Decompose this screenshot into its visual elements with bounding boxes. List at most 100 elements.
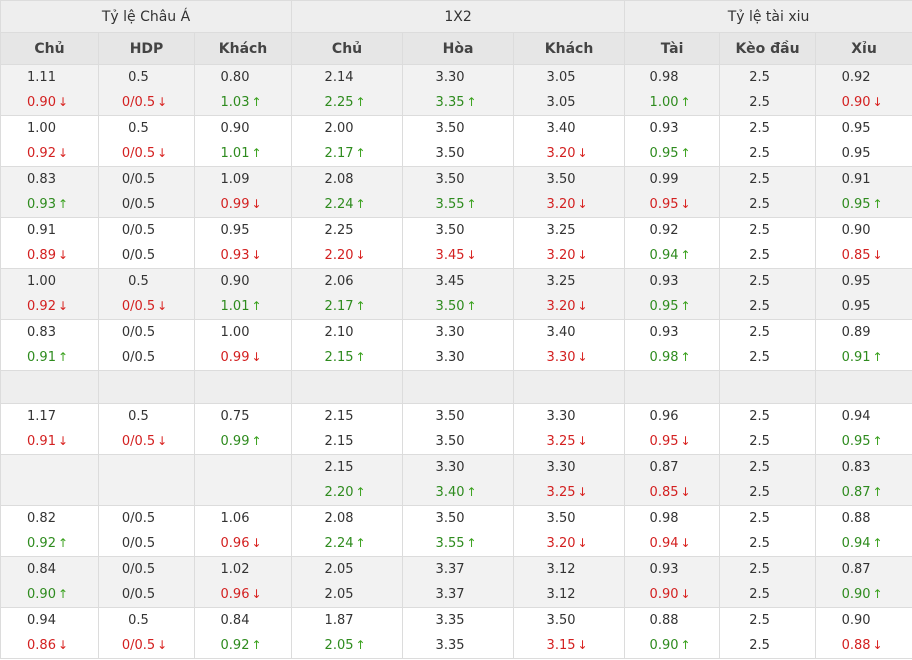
current-odds: 0.93 ↑ xyxy=(1,192,98,217)
current-odds: 0.85 ↓ xyxy=(625,480,719,505)
opening-odds: 0.80↑ xyxy=(220,70,250,85)
opening-odds: 2.5↑ xyxy=(749,460,770,475)
arrow-down-icon: ↓ xyxy=(57,95,69,109)
arrow-down-icon: ↓ xyxy=(251,536,262,550)
arrow-down-icon: ↓ xyxy=(577,248,588,262)
odds-cell: 3.50↑ 3.55↑ xyxy=(402,505,515,557)
odds-cell: 2.5↑ 2.5↑ xyxy=(719,268,817,320)
current-odds: 1.01 ↑ xyxy=(195,294,291,319)
current-odds: 1.03 ↑ xyxy=(195,90,291,115)
odds-cell: 0.89↑ 0.91↑ xyxy=(815,319,912,371)
arrow-up-icon: ↑ xyxy=(355,146,366,160)
odds-cell: 0/0.5↑ 0/0.5↑ xyxy=(98,505,195,557)
opening-odds: 2.5↑ xyxy=(749,562,770,577)
odds-cell: 3.40↑ 3.20↓ xyxy=(513,115,626,167)
current-odds: 1.01 ↑ xyxy=(195,141,291,166)
opening-odds: 0.5↑ xyxy=(128,613,149,628)
opening-odds: 3.50↑ xyxy=(546,511,576,526)
odds-cell: 3.30↑ 3.25↓ xyxy=(513,454,626,506)
current-odds-value: 0.93 xyxy=(220,248,250,263)
current-odds: 3.30↑ xyxy=(403,345,513,370)
odds-cell: 0.88↑ 0.94↑ xyxy=(815,505,912,557)
opening-odds: 3.30↑ xyxy=(435,70,465,85)
current-odds-value: 0.86 xyxy=(27,638,56,653)
odds-cell xyxy=(291,370,404,404)
odds-cell: 2.5↑ 2.5↑ xyxy=(719,505,817,557)
opening-odds: 0/0.5↑ xyxy=(121,562,156,577)
odds-cell: 0.90↑ 0.85↓ xyxy=(815,217,912,269)
odds-cell xyxy=(193,370,293,404)
opening-odds: 0.95↑ xyxy=(841,274,871,289)
current-odds-value: 2.5 xyxy=(749,434,770,449)
current-odds-value: 3.20 xyxy=(546,536,576,551)
arrow-up-icon: ↑ xyxy=(680,638,691,652)
opening-odds: 3.50↑ xyxy=(435,223,465,238)
current-odds: 3.45 ↓ xyxy=(403,243,513,268)
current-odds-value: 0.95 xyxy=(841,146,871,161)
col-header-draw: Hòa xyxy=(402,32,515,65)
current-odds-value: 2.5 xyxy=(749,485,770,500)
current-odds-value: 3.30 xyxy=(546,350,576,365)
current-odds: 0.91 ↑ xyxy=(1,345,98,370)
odds-cell: 0.96↑ 0.95↓ xyxy=(624,403,721,455)
current-odds: 0.99 ↑ xyxy=(195,429,291,454)
current-odds-value: 2.15 xyxy=(324,350,354,365)
opening-odds: 1.00↑ xyxy=(27,274,56,289)
current-odds-value: 3.20 xyxy=(546,299,576,314)
odds-cell: 0.5↑ 0/0.5↓ xyxy=(98,607,195,659)
arrow-down-icon: ↓ xyxy=(680,587,691,601)
arrow-down-icon: ↓ xyxy=(680,434,691,448)
current-odds-value: 3.12 xyxy=(546,587,576,602)
opening-odds: 0.95↑ xyxy=(841,121,871,136)
current-odds-value: 0/0.5 xyxy=(121,350,156,365)
current-odds-value: 0.96 xyxy=(220,587,250,602)
current-odds-value: 0.95 xyxy=(649,197,679,212)
arrow-down-icon: ↓ xyxy=(872,638,883,652)
odds-cell: 0.98↑ 0.94↓ xyxy=(624,505,721,557)
arrow-up-icon: ↑ xyxy=(355,536,366,550)
opening-odds: 0.87↑ xyxy=(841,562,871,577)
opening-odds: 0.90↑ xyxy=(841,613,871,628)
current-odds: 3.55 ↑ xyxy=(403,531,513,556)
odds-cell: 0.80↑ 1.03↑ xyxy=(193,64,293,116)
opening-odds: 3.05↑ xyxy=(546,70,576,85)
odds-cell: 0.90↑ 1.01↑ xyxy=(193,115,293,167)
odds-row: 0.84↑0.90↑0/0.5↑0/0.5↑1.02↑0.96↓2.05↑2.0… xyxy=(0,556,912,608)
current-odds: 0.96 ↓ xyxy=(195,582,291,607)
odds-cell: 0.84↑ 0.90↑ xyxy=(0,556,99,608)
opening-odds: 0.83↑ xyxy=(27,325,56,340)
current-odds-value: 0/0.5 xyxy=(121,536,156,551)
opening-odds: 0.92↑ xyxy=(649,223,679,238)
current-odds-value: 0.87 xyxy=(841,485,871,500)
current-odds-value: 0.92 xyxy=(27,146,56,161)
current-odds: 2.5↑ xyxy=(720,480,815,505)
opening-odds xyxy=(195,455,291,480)
odds-cell: 2.5↑ 2.5↑ xyxy=(719,607,817,659)
odds-cell: 0.83↑ 0.87↑ xyxy=(815,454,912,506)
current-odds-value: 2.5 xyxy=(749,95,770,110)
opening-odds: 2.06↑ xyxy=(324,274,354,289)
odds-cell: 0.90↑ 0.88↓ xyxy=(815,607,912,659)
arrow-up-icon: ↑ xyxy=(872,434,883,448)
current-odds-value: 0.96 xyxy=(220,536,250,551)
opening-odds: 3.50↑ xyxy=(435,172,465,187)
odds-cell xyxy=(513,370,626,404)
opening-odds: 3.45↑ xyxy=(435,274,465,289)
current-odds-value: 0.95 xyxy=(841,434,871,449)
current-odds: 0.98 ↑ xyxy=(625,345,719,370)
current-odds-value: 3.25 xyxy=(546,434,576,449)
current-odds-value: 3.30 xyxy=(435,350,465,365)
odds-cell: 2.06↑ 2.17↑ xyxy=(291,268,404,320)
opening-odds: 3.50↑ xyxy=(546,172,576,187)
opening-odds: 2.00↑ xyxy=(324,121,354,136)
arrow-up-icon: ↑ xyxy=(57,536,69,550)
current-odds: 0.90 ↑ xyxy=(816,582,912,607)
current-odds: 0.95↑ xyxy=(816,192,912,217)
current-odds-value: 0.85 xyxy=(649,485,679,500)
current-odds: 3.55 ↑ xyxy=(403,192,513,217)
current-odds-value: 0.99 xyxy=(220,350,250,365)
current-odds-value: 2.24 xyxy=(324,197,354,212)
arrow-down-icon: ↓ xyxy=(157,95,168,109)
arrow-up-icon: ↑ xyxy=(466,536,477,550)
opening-odds: 1.09↑ xyxy=(220,172,250,187)
